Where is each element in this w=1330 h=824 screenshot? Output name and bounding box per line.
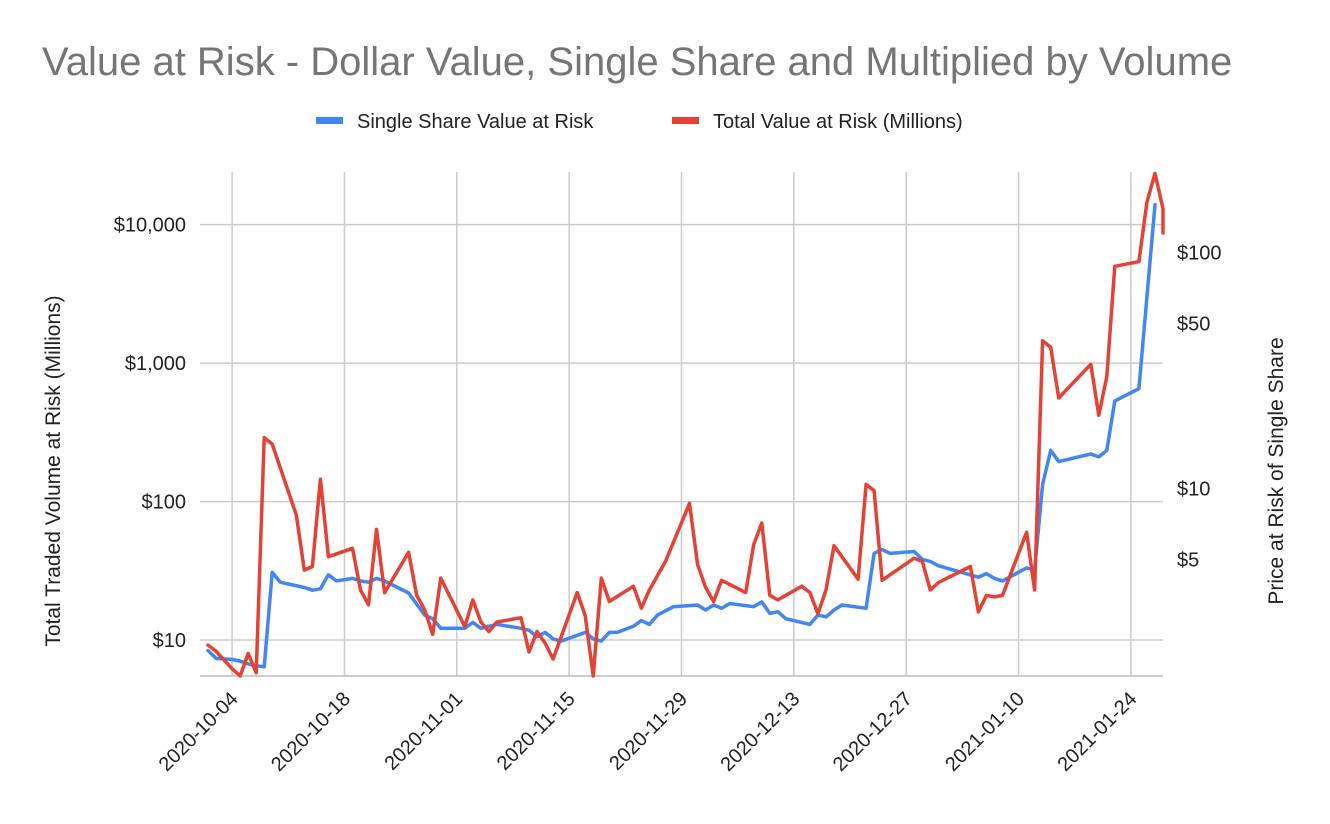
- right-axis-title: Price at Risk of Single Share: [1265, 337, 1288, 604]
- x-tick-label: 2020-11-01: [380, 688, 467, 775]
- legend-swatch-single-share: [316, 117, 343, 124]
- legend: Single Share Value at Risk Total Value a…: [316, 111, 963, 133]
- left-axis-title: Total Traded Volume at Risk (Millions): [42, 295, 65, 646]
- y-left-tick-label: $1,000: [125, 353, 186, 375]
- series-layer: [206, 171, 1165, 678]
- legend-swatch-total-value: [672, 117, 699, 124]
- y-right-tick-label: $10: [1177, 478, 1210, 500]
- x-tick-label: 2020-11-15: [493, 688, 580, 775]
- grid-layer: [200, 172, 1163, 677]
- chart-title: Value at Risk - Dollar Value, Single Sha…: [42, 40, 1232, 84]
- y-left-tick-label: $10,000: [114, 215, 186, 237]
- y-right-tick-label: $100: [1177, 243, 1222, 265]
- x-tick-label: 2020-10-04: [155, 688, 243, 776]
- x-tick-label: 2020-12-27: [829, 688, 917, 776]
- x-tick-label: 2021-01-10: [941, 688, 1029, 776]
- x-tick-label: 2020-10-18: [267, 688, 355, 776]
- x-tick-label: 2020-12-13: [716, 688, 804, 776]
- legend-label-single-share: Single Share Value at Risk: [357, 111, 594, 133]
- x-tick-label: 2021-01-24: [1054, 688, 1142, 776]
- x-tick-label: 2020-11-29: [605, 688, 692, 775]
- series-line-total-value: [206, 171, 1165, 678]
- tick-layer: 2020-10-04 2020-10-18 2020-11-01 2020-11-15…: [114, 215, 1222, 776]
- y-right-tick-label: $50: [1177, 314, 1210, 336]
- series-line-single-share: [206, 202, 1157, 669]
- y-left-tick-label: $10: [153, 630, 186, 652]
- y-left-tick-label: $100: [142, 492, 187, 514]
- y-right-tick-label: $5: [1177, 549, 1199, 571]
- legend-label-total-value: Total Value at Risk (Millions): [713, 111, 963, 133]
